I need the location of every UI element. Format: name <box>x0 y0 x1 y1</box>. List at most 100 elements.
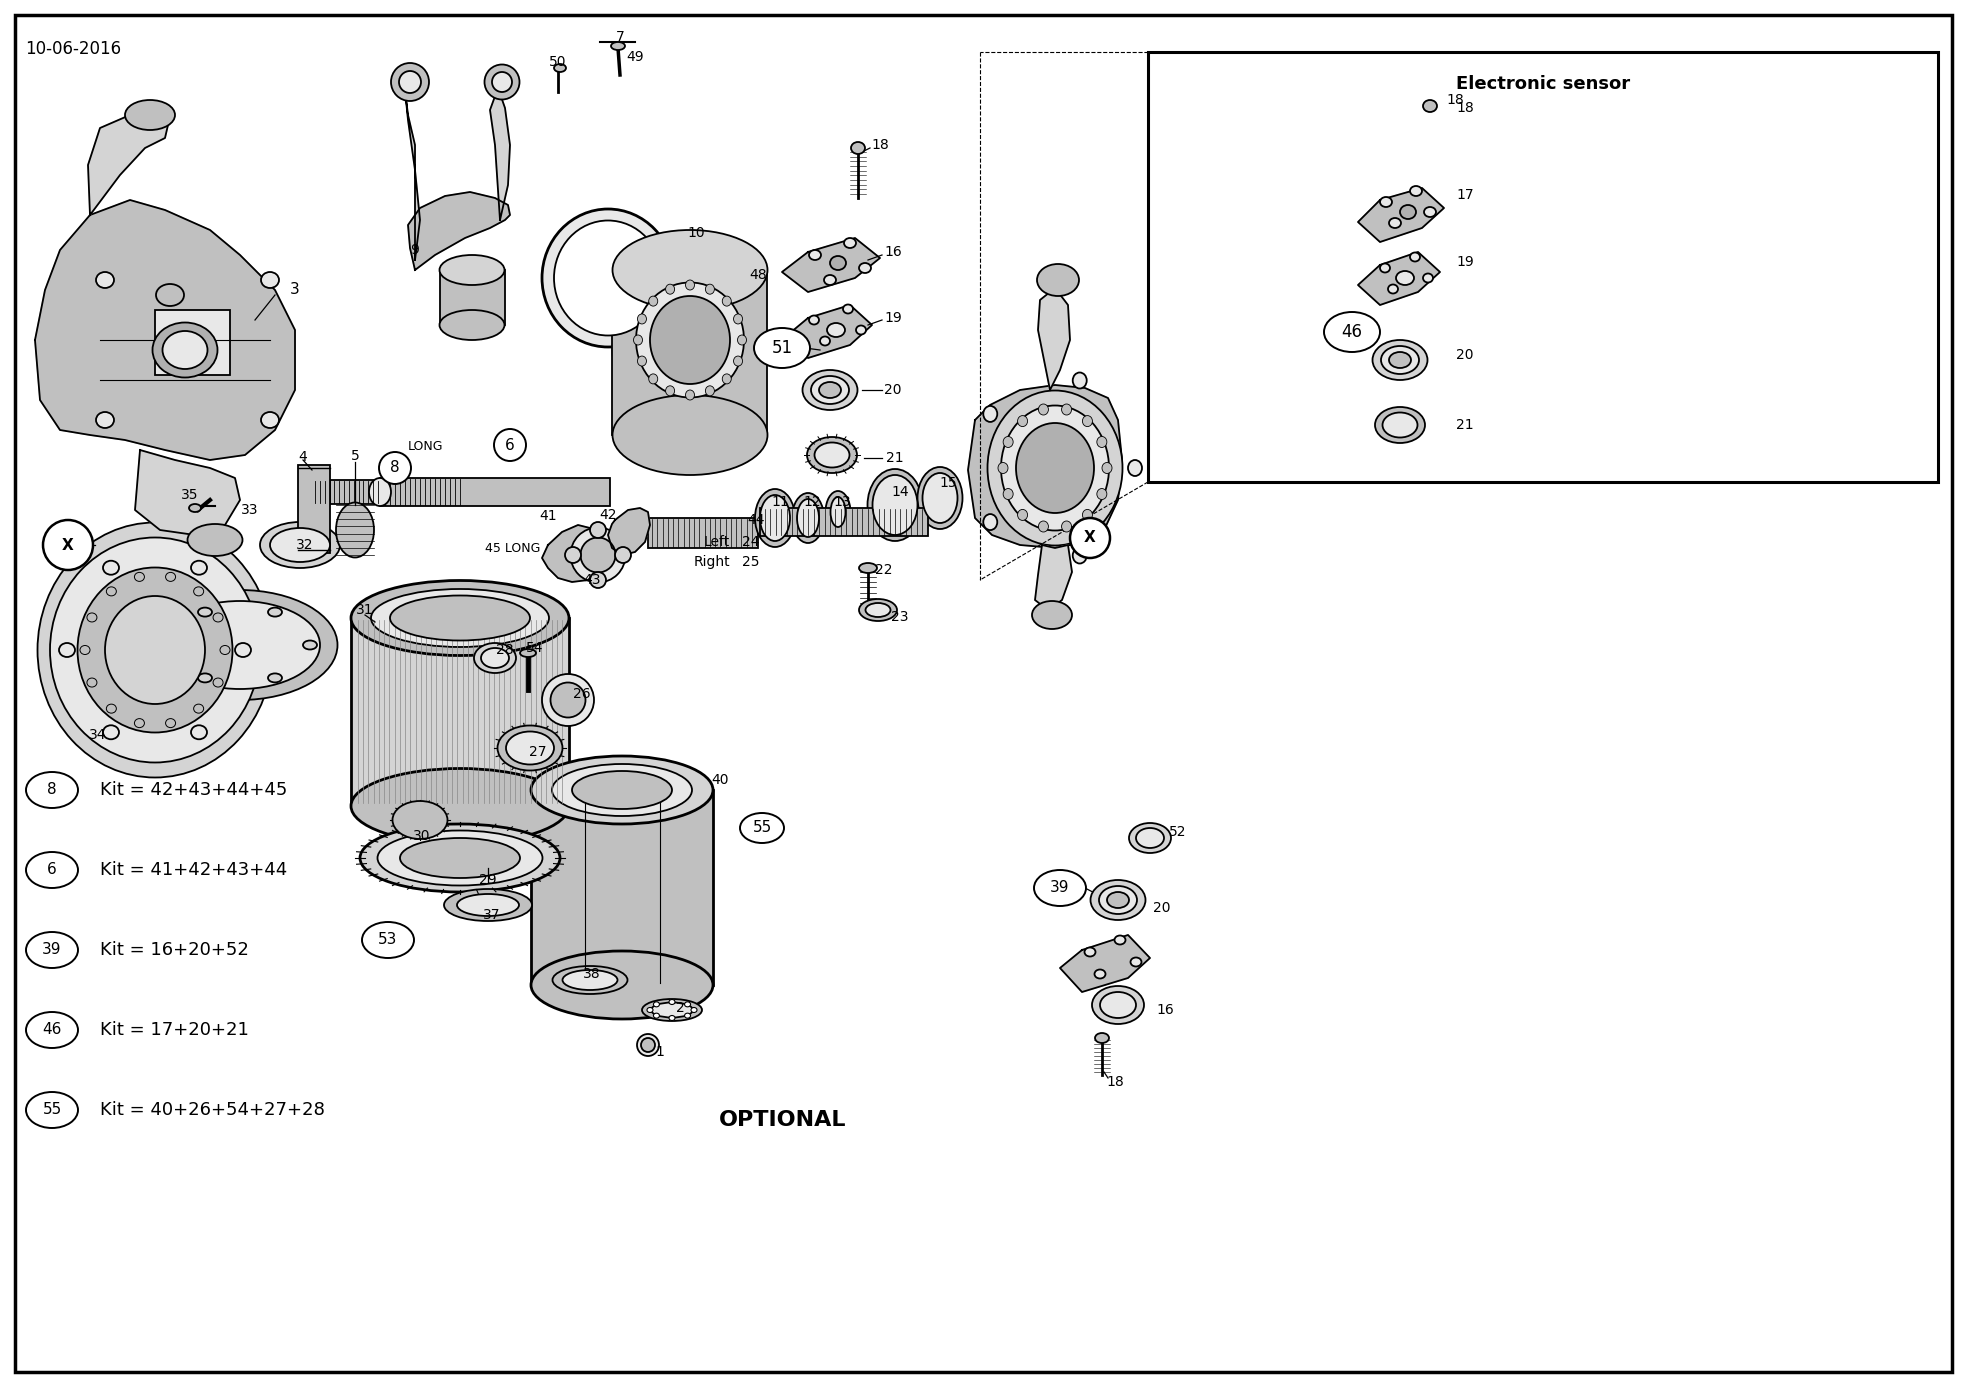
Text: 46: 46 <box>1341 323 1363 341</box>
Ellipse shape <box>445 889 531 921</box>
Polygon shape <box>785 305 871 358</box>
Text: 3: 3 <box>289 283 299 297</box>
Ellipse shape <box>651 1003 692 1018</box>
Ellipse shape <box>860 599 897 621</box>
Ellipse shape <box>1017 509 1027 520</box>
Polygon shape <box>1357 189 1444 241</box>
Text: 22: 22 <box>875 563 893 577</box>
Polygon shape <box>35 200 295 460</box>
Ellipse shape <box>439 311 504 340</box>
Ellipse shape <box>106 587 116 596</box>
Ellipse shape <box>867 469 923 541</box>
Ellipse shape <box>189 503 201 512</box>
Ellipse shape <box>818 381 842 398</box>
Ellipse shape <box>665 386 675 395</box>
Ellipse shape <box>220 645 230 655</box>
Ellipse shape <box>722 374 732 384</box>
Text: X: X <box>1084 530 1096 545</box>
Ellipse shape <box>553 965 627 994</box>
Ellipse shape <box>362 922 413 958</box>
Ellipse shape <box>665 284 675 294</box>
Ellipse shape <box>163 641 177 649</box>
Ellipse shape <box>647 1007 653 1013</box>
Text: 19: 19 <box>1456 255 1473 269</box>
Ellipse shape <box>555 221 663 336</box>
Ellipse shape <box>350 768 568 843</box>
Polygon shape <box>543 526 602 583</box>
Ellipse shape <box>37 523 273 778</box>
Ellipse shape <box>649 295 657 307</box>
Ellipse shape <box>1084 947 1096 957</box>
Ellipse shape <box>1381 264 1391 272</box>
Ellipse shape <box>590 522 606 538</box>
Text: 25: 25 <box>742 555 759 569</box>
Text: 37: 37 <box>484 908 502 922</box>
Circle shape <box>43 520 92 570</box>
Text: 31: 31 <box>356 603 374 617</box>
Ellipse shape <box>987 391 1123 545</box>
Bar <box>647 517 757 548</box>
Ellipse shape <box>1410 252 1420 262</box>
Text: 18: 18 <box>871 137 889 153</box>
Text: Kit = 42+43+44+45: Kit = 42+43+44+45 <box>100 781 287 799</box>
Ellipse shape <box>268 608 281 617</box>
Bar <box>759 508 928 535</box>
Ellipse shape <box>612 395 767 474</box>
Ellipse shape <box>87 613 96 621</box>
Text: 46: 46 <box>43 1022 61 1037</box>
Bar <box>1149 51 1937 483</box>
Text: 33: 33 <box>242 503 260 517</box>
Ellipse shape <box>1100 886 1137 914</box>
Ellipse shape <box>543 209 675 347</box>
Text: 48: 48 <box>749 268 767 282</box>
Ellipse shape <box>234 644 252 657</box>
Ellipse shape <box>456 895 519 915</box>
Ellipse shape <box>96 272 114 288</box>
Ellipse shape <box>439 255 504 284</box>
Ellipse shape <box>1017 416 1027 427</box>
Ellipse shape <box>484 65 519 100</box>
Ellipse shape <box>1062 522 1072 533</box>
Ellipse shape <box>803 370 858 411</box>
Ellipse shape <box>1424 207 1436 216</box>
Ellipse shape <box>1003 488 1013 499</box>
Circle shape <box>380 452 411 484</box>
Ellipse shape <box>706 284 714 294</box>
Ellipse shape <box>199 608 212 617</box>
Text: 44: 44 <box>747 513 765 527</box>
Text: 21: 21 <box>887 451 903 465</box>
Text: 10-06-2016: 10-06-2016 <box>26 40 122 58</box>
Ellipse shape <box>685 1001 690 1007</box>
Ellipse shape <box>570 527 626 583</box>
Text: 39: 39 <box>41 943 61 957</box>
Ellipse shape <box>393 802 448 839</box>
Text: 53: 53 <box>378 932 397 947</box>
Ellipse shape <box>126 100 175 130</box>
Ellipse shape <box>572 771 673 809</box>
Ellipse shape <box>360 824 561 892</box>
Ellipse shape <box>1389 218 1401 227</box>
Ellipse shape <box>820 337 830 345</box>
Ellipse shape <box>734 356 742 366</box>
Ellipse shape <box>1098 437 1107 448</box>
Ellipse shape <box>212 613 222 621</box>
Ellipse shape <box>637 1033 659 1056</box>
Ellipse shape <box>734 313 742 325</box>
Ellipse shape <box>1373 340 1428 380</box>
Ellipse shape <box>590 571 606 588</box>
Ellipse shape <box>1082 509 1092 520</box>
Ellipse shape <box>1115 935 1125 945</box>
Text: 41: 41 <box>539 509 557 523</box>
Polygon shape <box>136 449 240 535</box>
Polygon shape <box>405 90 421 259</box>
Ellipse shape <box>551 682 586 717</box>
Ellipse shape <box>303 641 317 649</box>
Ellipse shape <box>830 497 846 527</box>
Ellipse shape <box>563 970 618 990</box>
Ellipse shape <box>1072 373 1086 388</box>
Ellipse shape <box>635 283 744 398</box>
Text: 43: 43 <box>584 573 600 587</box>
Bar <box>350 619 568 806</box>
Ellipse shape <box>268 674 281 682</box>
Ellipse shape <box>738 336 747 345</box>
